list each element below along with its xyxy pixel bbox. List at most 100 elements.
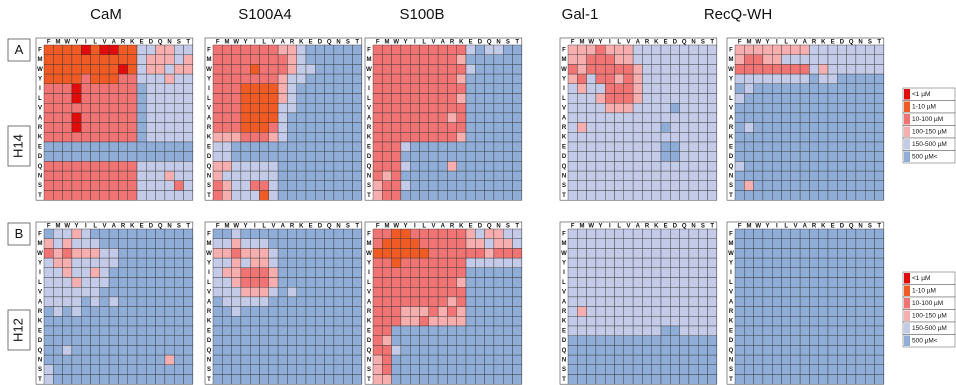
- heatmap-cell: [259, 122, 270, 133]
- row-residue: T: [207, 193, 211, 199]
- heatmap-cell: [382, 83, 392, 94]
- heatmap-cell: [410, 287, 420, 298]
- heatmap-cell: [90, 277, 101, 288]
- heatmap-cell: [688, 170, 699, 182]
- heatmap-cell: [698, 316, 708, 327]
- heatmap-cell: [315, 93, 325, 104]
- heatmap-cell: [623, 102, 634, 114]
- heatmap-cell: [324, 83, 335, 94]
- heatmap-cell: [164, 190, 175, 201]
- heatmap-cell: [80, 141, 91, 152]
- heatmap-cell: [108, 102, 119, 114]
- heatmap-cell: [744, 180, 754, 191]
- row-residue: I: [730, 86, 732, 92]
- heatmap-cell: [465, 306, 476, 317]
- heatmap-cell: [660, 73, 671, 84]
- heatmap-cell: [352, 228, 363, 239]
- heatmap-cell: [240, 83, 251, 94]
- heatmap-cell: [660, 287, 671, 298]
- heatmap-cell: [772, 267, 782, 278]
- heatmap-cell: [183, 132, 194, 143]
- heatmap-cell: [231, 316, 242, 327]
- heatmap-cell: [428, 64, 439, 75]
- heatmap-cell: [391, 93, 402, 104]
- heatmap-cell: [493, 267, 504, 278]
- heatmap-cell: [249, 180, 260, 191]
- heatmap-cell: [155, 374, 166, 385]
- heatmap-cell: [809, 122, 819, 133]
- heatmap-cell: [352, 287, 363, 298]
- heatmap-cell: [753, 228, 764, 239]
- heatmap-cell: [155, 112, 166, 123]
- heatmap-cell: [762, 335, 773, 346]
- heatmap-cell: [80, 374, 91, 385]
- heatmap-cell: [512, 132, 523, 143]
- heatmap-cell: [315, 73, 325, 84]
- heatmap-cell: [586, 44, 597, 55]
- heatmap-cell: [605, 112, 615, 123]
- column-residue: E: [140, 224, 144, 230]
- heatmap-cell: [268, 248, 279, 259]
- heatmap-cell: [268, 190, 279, 201]
- row-residue: F: [367, 231, 371, 237]
- heatmap-cell: [43, 132, 54, 143]
- heatmap-cell: [391, 102, 402, 114]
- heatmap-cell: [614, 151, 625, 162]
- heatmap-cell: [846, 112, 857, 123]
- heatmap-cell: [651, 64, 662, 75]
- heatmap-cell: [614, 277, 625, 288]
- heatmap-cell: [127, 296, 138, 307]
- heatmap-cell: [744, 325, 754, 336]
- heatmap-cell: [136, 316, 147, 327]
- row-residue: K: [367, 319, 372, 325]
- heatmap-cell: [512, 335, 523, 346]
- heatmap-cell: [855, 345, 866, 356]
- heatmap-cell: [437, 132, 448, 143]
- heatmap-cell: [827, 190, 838, 201]
- heatmap-cell: [465, 180, 476, 191]
- heatmap-cell: [43, 228, 54, 239]
- heatmap-cell: [90, 151, 101, 162]
- heatmap-cell: [428, 287, 439, 298]
- heatmap-cell: [734, 141, 745, 152]
- heatmap-cell: [71, 335, 82, 346]
- heatmap-cell: [512, 190, 523, 201]
- row-residue: M: [729, 57, 734, 63]
- heatmap-cell: [642, 132, 652, 143]
- heatmap-cell: [688, 122, 699, 133]
- heatmap-cell: [324, 267, 335, 278]
- heatmap-cell: [670, 228, 680, 239]
- heatmap-cell: [567, 335, 578, 346]
- heatmap-cell: [352, 248, 363, 259]
- heatmap-cell: [231, 335, 242, 346]
- heatmap-cell: [305, 102, 316, 114]
- column-residue: N: [691, 224, 695, 230]
- heatmap-cell: [586, 325, 597, 336]
- heatmap-cell: [567, 161, 578, 172]
- heatmap-cell: [259, 73, 270, 84]
- heatmap-cell: [605, 248, 615, 259]
- heatmap-cell: [277, 335, 288, 346]
- heatmap-cell: [118, 170, 128, 182]
- heatmap-cell: [642, 257, 652, 269]
- heatmap-cell: [305, 132, 316, 143]
- column-residue: E: [309, 224, 313, 230]
- heatmap-cell: [71, 345, 82, 356]
- heatmap-cell: [315, 267, 325, 278]
- heatmap-cell: [352, 151, 363, 162]
- heatmap-cell: [827, 248, 838, 259]
- heatmap-cell: [465, 151, 476, 162]
- heatmap-cell: [183, 141, 194, 152]
- heatmap-cell: [277, 122, 288, 133]
- heatmap-cell: [287, 102, 297, 114]
- column-residue: F: [376, 224, 380, 230]
- row-residue: D: [562, 338, 567, 344]
- heatmap-cell: [670, 102, 680, 114]
- heatmap-cell: [259, 190, 270, 201]
- heatmap-cell: [80, 161, 91, 172]
- heatmap-cell: [595, 44, 606, 55]
- heatmap-cell: [287, 287, 297, 298]
- column-residue: T: [515, 224, 519, 230]
- heatmap-cell: [90, 374, 101, 385]
